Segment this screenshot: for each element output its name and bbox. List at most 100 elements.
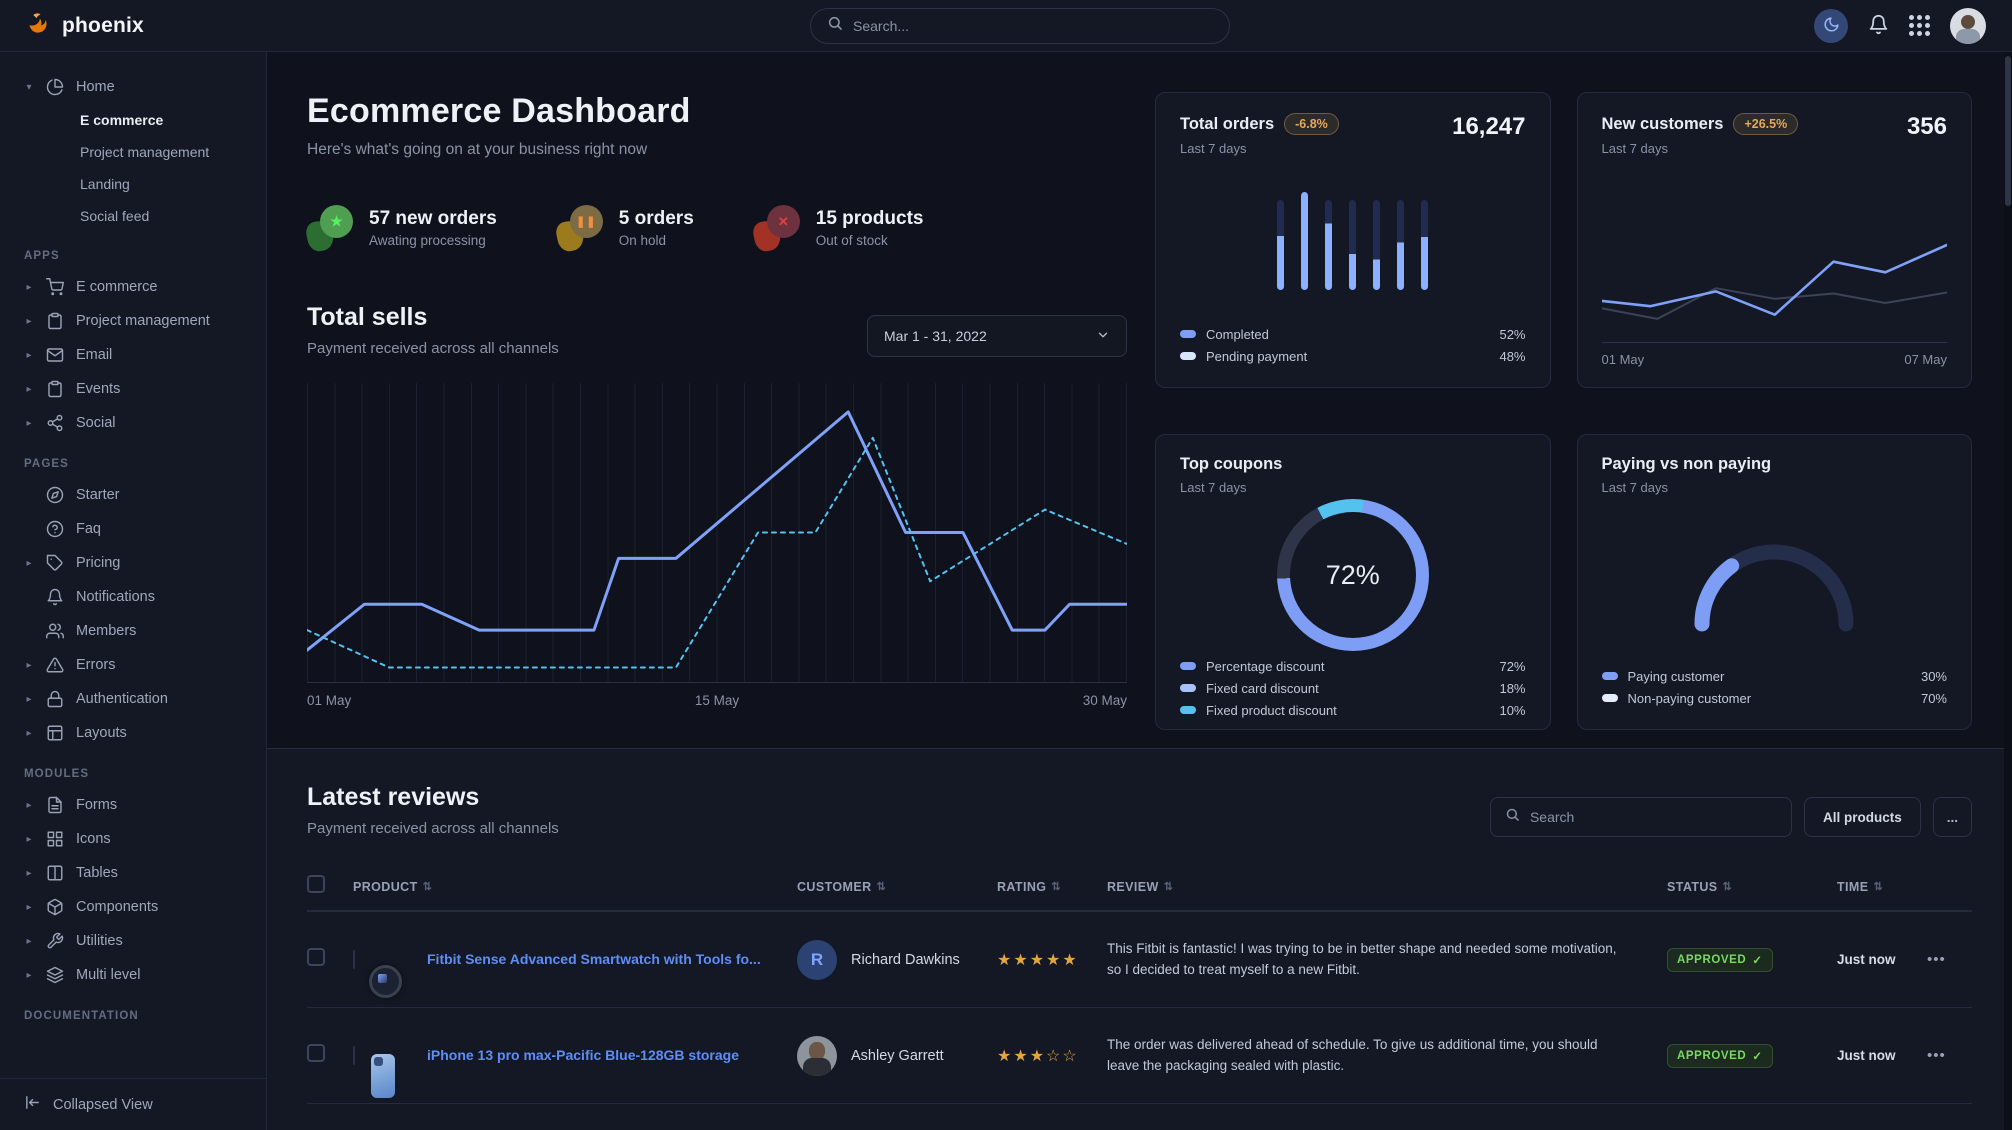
column-header-review[interactable]: REVIEW ⇅ xyxy=(1107,879,1174,894)
column-header-product[interactable]: PRODUCT ⇅ xyxy=(353,879,433,894)
sidebar-item-utilities[interactable]: ▸ Utilities xyxy=(24,924,242,958)
sidebar-item-label: E commerce xyxy=(76,279,158,295)
card-title: Paying vs non paying xyxy=(1601,455,1772,473)
layout-icon xyxy=(46,724,64,742)
sidebar-item-social[interactable]: ▸ Social xyxy=(24,406,242,440)
column-header-time[interactable]: TIME ⇅ xyxy=(1837,879,1884,894)
stat-value: 57 new orders xyxy=(369,208,497,229)
reviews-search[interactable] xyxy=(1489,797,1792,837)
column-header-customer[interactable]: CUSTOMER ⇅ xyxy=(797,879,887,894)
theme-toggle-button[interactable] xyxy=(1814,8,1848,43)
paying-card: Paying vs non paying Last 7 days Paying … xyxy=(1576,434,1972,730)
sidebar-item-label: Icons xyxy=(76,831,111,847)
review-text: The order was delivered ahead of schedul… xyxy=(1107,1036,1598,1073)
sidebar-item-icons[interactable]: ▸ Icons xyxy=(24,822,242,856)
legend-row: Percentage discount 72% xyxy=(1180,655,1526,677)
sidebar-item-events[interactable]: ▸ Events xyxy=(24,372,242,406)
collapse-view-button[interactable]: Collapsed View xyxy=(0,1078,266,1130)
order-bar xyxy=(1325,199,1333,290)
sidebar-subitem-landing[interactable]: Landing xyxy=(80,176,130,192)
select-all-checkbox[interactable] xyxy=(307,875,325,893)
sidebar-item-label: Utilities xyxy=(76,933,123,949)
product-thumbnail[interactable] xyxy=(353,949,355,969)
product-link[interactable]: Fitbit Sense Advanced Smartwatch with To… xyxy=(427,950,761,967)
sidebar-item-forms[interactable]: ▸ Forms xyxy=(24,788,242,822)
legend-swatch xyxy=(1180,684,1196,692)
column-header-rating[interactable]: RATING ⇅ xyxy=(997,879,1062,894)
sidebar-item-pricing[interactable]: ▸ Pricing xyxy=(24,546,242,580)
review-table-row: Fitbit Sense Advanced Smartwatch with To… xyxy=(307,911,1972,1007)
column-header-status[interactable]: STATUS ⇅ xyxy=(1667,879,1733,894)
cart-icon xyxy=(46,278,64,296)
page-subtitle: Here's what's going on at your business … xyxy=(307,141,648,158)
reviews-search-input[interactable] xyxy=(1529,809,1777,825)
product-link[interactable]: iPhone 13 pro max-Pacific Blue-128GB sto… xyxy=(427,1046,739,1063)
sidebar-item-label: Pricing xyxy=(76,555,121,571)
row-checkbox[interactable] xyxy=(307,948,325,966)
user-avatar[interactable] xyxy=(1950,7,1986,44)
total-orders-card: Total orders -6.8% Last 7 days 16,247 Co… xyxy=(1155,92,1551,388)
product-thumbnail[interactable] xyxy=(353,1045,355,1065)
wrench-icon xyxy=(46,932,64,950)
sidebar-item-faq[interactable]: Faq xyxy=(24,512,242,546)
sidebar-item-members[interactable]: Members xyxy=(24,614,242,648)
latest-reviews-section: Latest reviews Payment received across a… xyxy=(267,749,2012,1130)
sidebar-item-authentication[interactable]: ▸ Authentication xyxy=(24,682,242,716)
bell-icon xyxy=(46,588,64,606)
notifications-button[interactable] xyxy=(1868,14,1889,38)
total-sells-title: Total sells xyxy=(307,303,428,331)
sidebar-item-label: Authentication xyxy=(76,691,168,707)
customer-name: Richard Dawkins xyxy=(851,951,960,968)
sort-icon: ⇅ xyxy=(1722,881,1733,893)
grid-icon xyxy=(46,830,64,848)
sidebar-subitem-e-commerce[interactable]: E commerce xyxy=(80,112,164,128)
sidebar-item-e-commerce[interactable]: ▸ E commerce xyxy=(24,270,242,304)
sidebar-item-components[interactable]: ▸ Components xyxy=(24,890,242,924)
sidebar-subitem-project-management[interactable]: Project management xyxy=(80,144,210,160)
legend-row: Completed 52% xyxy=(1180,323,1526,345)
sidebar-subitem-social-feed[interactable]: Social feed xyxy=(80,208,150,224)
row-menu-button[interactable]: ••• xyxy=(1927,1046,1946,1064)
sidebar-item-tables[interactable]: ▸ Tables xyxy=(24,856,242,890)
axis-label: 30 May xyxy=(1082,693,1127,708)
caret-icon: ▸ xyxy=(26,727,32,739)
share-icon xyxy=(46,414,64,432)
all-products-button[interactable]: All products xyxy=(1803,797,1921,837)
sidebar-item-errors[interactable]: ▸ Errors xyxy=(24,648,242,682)
sidebar-item-project-management[interactable]: ▸ Project management xyxy=(24,304,242,338)
sidebar-item-notifications[interactable]: Notifications xyxy=(24,580,242,614)
brand-name: phoenix xyxy=(62,13,144,37)
caret-icon: ▸ xyxy=(26,659,32,671)
warning-icon xyxy=(46,656,64,674)
grid-dots-icon xyxy=(1909,15,1930,36)
apps-menu-button[interactable] xyxy=(1909,15,1930,36)
search-input[interactable] xyxy=(853,17,1213,34)
customers-axis: 01 May 07 May xyxy=(1601,342,1947,367)
more-options-button[interactable]: ... xyxy=(1932,797,1972,837)
sidebar-item-home[interactable]: ▾ Home xyxy=(24,70,242,104)
pause-blob-icon: ❚❚ xyxy=(553,203,603,254)
caret-icon: ▸ xyxy=(26,349,32,361)
stat-value: 5 orders xyxy=(618,208,694,229)
status-badge: APPROVED ✓ xyxy=(1667,1043,1773,1068)
lock-icon xyxy=(46,690,64,708)
caret-icon: ▸ xyxy=(26,693,32,705)
stat-success: ★ 57 new orders Awating processing xyxy=(304,203,497,254)
row-checkbox[interactable] xyxy=(307,1044,325,1062)
date-range-select[interactable]: Mar 1 - 31, 2022 xyxy=(867,315,1127,357)
brand[interactable]: phoenix xyxy=(26,10,144,42)
sidebar-item-email[interactable]: ▸ Email xyxy=(24,338,242,372)
search-icon xyxy=(1505,807,1520,827)
order-bar xyxy=(1301,191,1309,290)
legend-label: Completed xyxy=(1206,326,1269,342)
sidebar-item-starter[interactable]: Starter xyxy=(24,478,242,512)
page-scrollbar[interactable] xyxy=(2004,52,2012,1130)
sidebar-item-layouts[interactable]: ▸ Layouts xyxy=(24,716,242,750)
navbar-search[interactable] xyxy=(810,7,1230,44)
row-menu-button[interactable]: ••• xyxy=(1927,950,1946,968)
legend-row: Paying customer 30% xyxy=(1601,665,1947,687)
help-icon xyxy=(46,520,64,538)
sidebar-item-label: Layouts xyxy=(76,725,127,741)
sidebar-item-multi-level[interactable]: ▸ Multi level xyxy=(24,958,242,992)
